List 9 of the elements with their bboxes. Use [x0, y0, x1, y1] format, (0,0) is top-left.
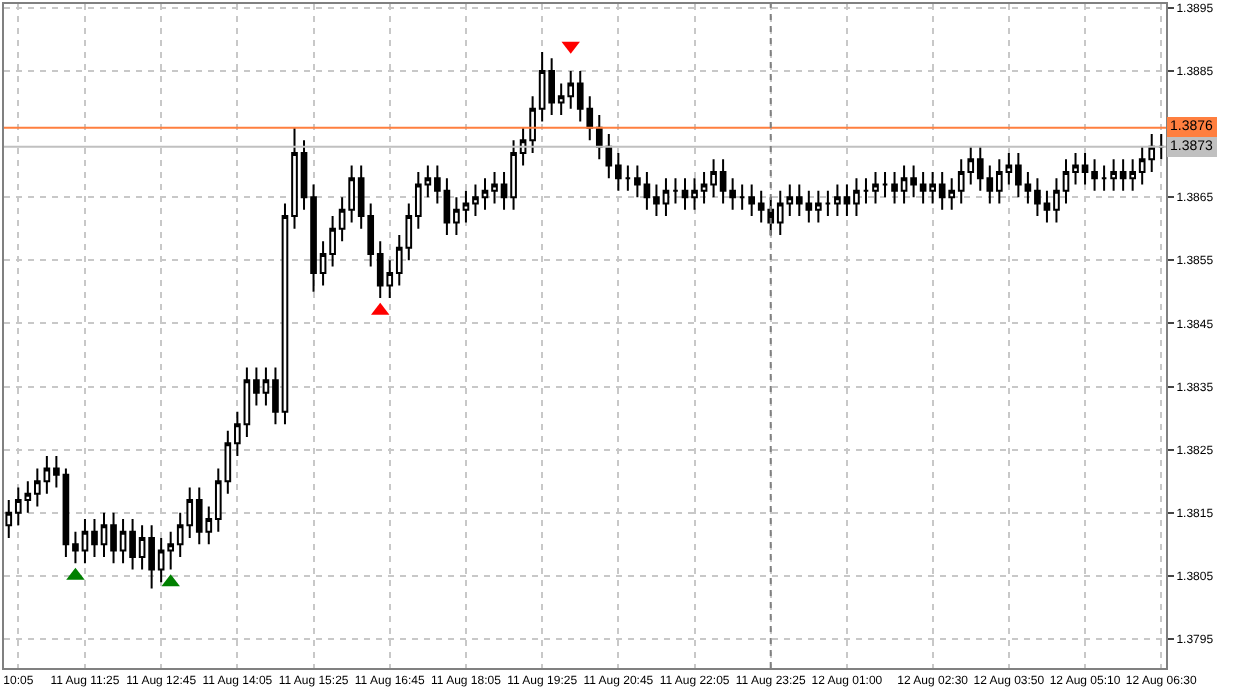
candlestick — [672, 177, 679, 205]
candlestick — [624, 164, 632, 192]
candlestick — [862, 177, 870, 205]
candlestick — [881, 170, 889, 199]
candlestick — [738, 183, 746, 211]
candlestick — [595, 114, 603, 161]
candlestick — [1100, 164, 1108, 192]
candlestick — [824, 189, 832, 218]
candlestick — [872, 170, 879, 205]
